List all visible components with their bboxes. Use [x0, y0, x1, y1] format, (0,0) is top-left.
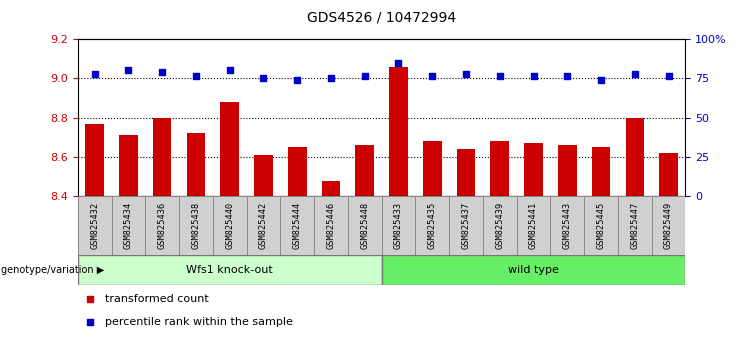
- FancyBboxPatch shape: [382, 196, 416, 255]
- Bar: [423, 141, 442, 196]
- Text: percentile rank within the sample: percentile rank within the sample: [105, 318, 293, 327]
- FancyBboxPatch shape: [247, 196, 280, 255]
- Bar: [625, 118, 644, 196]
- FancyBboxPatch shape: [112, 196, 145, 255]
- Point: [494, 74, 505, 79]
- FancyBboxPatch shape: [449, 196, 483, 255]
- Point: [460, 72, 472, 77]
- FancyBboxPatch shape: [348, 196, 382, 255]
- Bar: [491, 141, 509, 196]
- Point: [258, 75, 270, 81]
- Text: GSM825439: GSM825439: [495, 202, 505, 249]
- FancyBboxPatch shape: [78, 196, 112, 255]
- Text: GSM825440: GSM825440: [225, 202, 234, 249]
- FancyBboxPatch shape: [382, 255, 685, 285]
- FancyBboxPatch shape: [551, 196, 584, 255]
- FancyBboxPatch shape: [213, 196, 247, 255]
- Text: wild type: wild type: [508, 265, 559, 275]
- Text: GSM825436: GSM825436: [158, 202, 167, 249]
- Bar: [322, 181, 340, 196]
- Bar: [119, 136, 138, 196]
- Text: Wfs1 knock-out: Wfs1 knock-out: [186, 265, 273, 275]
- FancyBboxPatch shape: [78, 255, 382, 285]
- Bar: [592, 147, 611, 196]
- Point: [291, 78, 303, 83]
- Point: [629, 72, 641, 77]
- FancyBboxPatch shape: [145, 196, 179, 255]
- Point: [89, 72, 101, 77]
- Bar: [558, 145, 576, 196]
- Text: GSM825445: GSM825445: [597, 202, 605, 249]
- Text: GSM825434: GSM825434: [124, 202, 133, 249]
- Text: GSM825441: GSM825441: [529, 202, 538, 249]
- Text: GSM825437: GSM825437: [462, 202, 471, 249]
- Point: [662, 74, 674, 79]
- Text: genotype/variation ▶: genotype/variation ▶: [1, 265, 104, 275]
- Text: GDS4526 / 10472994: GDS4526 / 10472994: [307, 11, 456, 25]
- Point: [84, 320, 96, 325]
- Bar: [389, 67, 408, 196]
- Point: [84, 296, 96, 302]
- Point: [426, 74, 438, 79]
- FancyBboxPatch shape: [584, 196, 618, 255]
- Point: [393, 60, 405, 65]
- Point: [190, 74, 202, 79]
- Text: GSM825443: GSM825443: [562, 202, 572, 249]
- FancyBboxPatch shape: [416, 196, 449, 255]
- Bar: [456, 149, 475, 196]
- Text: GSM825444: GSM825444: [293, 202, 302, 249]
- Text: GSM825433: GSM825433: [394, 202, 403, 249]
- FancyBboxPatch shape: [280, 196, 314, 255]
- Point: [122, 68, 134, 73]
- Bar: [220, 102, 239, 196]
- Text: GSM825435: GSM825435: [428, 202, 436, 249]
- Text: GSM825446: GSM825446: [327, 202, 336, 249]
- FancyBboxPatch shape: [483, 196, 516, 255]
- FancyBboxPatch shape: [516, 196, 551, 255]
- Point: [595, 78, 607, 83]
- Bar: [153, 118, 171, 196]
- Text: GSM825432: GSM825432: [90, 202, 99, 249]
- Text: GSM825438: GSM825438: [191, 202, 201, 249]
- Text: GSM825442: GSM825442: [259, 202, 268, 249]
- Point: [359, 74, 370, 79]
- FancyBboxPatch shape: [179, 196, 213, 255]
- Bar: [524, 143, 543, 196]
- Point: [528, 74, 539, 79]
- Bar: [85, 124, 104, 196]
- Point: [562, 74, 574, 79]
- Text: GSM825447: GSM825447: [631, 202, 639, 249]
- Text: GSM825448: GSM825448: [360, 202, 369, 249]
- Point: [325, 75, 337, 81]
- Bar: [288, 147, 307, 196]
- Text: transformed count: transformed count: [105, 294, 209, 304]
- Text: GSM825449: GSM825449: [664, 202, 673, 249]
- Bar: [659, 153, 678, 196]
- Bar: [187, 133, 205, 196]
- FancyBboxPatch shape: [651, 196, 685, 255]
- Point: [224, 68, 236, 73]
- Point: [156, 70, 168, 75]
- FancyBboxPatch shape: [618, 196, 651, 255]
- Bar: [356, 145, 374, 196]
- Bar: [254, 155, 273, 196]
- FancyBboxPatch shape: [314, 196, 348, 255]
